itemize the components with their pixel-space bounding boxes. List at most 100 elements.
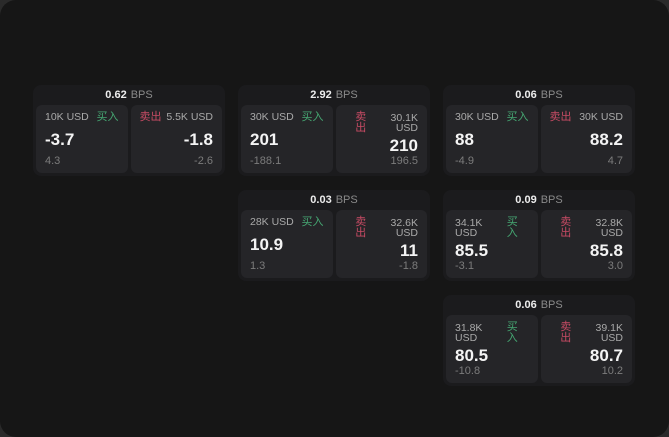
bps-unit-label: BPS	[540, 193, 563, 206]
buy-quote-panel[interactable]: 10K USD 买入 -3.7 4.3	[36, 105, 128, 173]
buy-panel-top: 31.8K USD 买入	[455, 322, 529, 344]
card-header: 0.62 BPS	[33, 85, 225, 105]
sell-sub-value: -2.6	[194, 155, 213, 167]
buy-side-label: 买入	[506, 216, 518, 239]
sell-notional: 30.1K USD	[390, 111, 418, 134]
card-header: 0.06 BPS	[443, 295, 635, 315]
card-body: 28K USD 买入 10.9 1.3 卖出 32.6K USD 11 -1.8	[238, 210, 430, 281]
sell-side-label: 卖出	[139, 111, 162, 123]
bps-value: 0.62	[105, 88, 127, 101]
sell-quote-panel[interactable]: 卖出 39.1K USD 80.7 10.2	[540, 315, 632, 383]
buy-quote-panel[interactable]: 31.8K USD 买入 80.5 -10.8	[446, 315, 538, 383]
sell-quote-panel[interactable]: 卖出 32.8K USD 85.8 3.0	[540, 210, 632, 278]
sell-notional: 32.6K USD	[390, 216, 418, 239]
sell-quote-panel[interactable]: 卖出 5.5K USD -1.8 -2.6	[130, 105, 222, 173]
buy-side-label: 买入	[96, 111, 119, 123]
buy-price: 88	[455, 130, 474, 149]
sell-notional: 30K USD	[579, 111, 623, 124]
buy-panel-top: 34.1K USD 买入	[455, 217, 529, 239]
bps-value: 0.06	[515, 298, 537, 311]
sell-quote-panel[interactable]: 卖出 32.6K USD 11 -1.8	[335, 210, 427, 278]
sell-sub-value: 3.0	[607, 260, 623, 272]
card-body: 30K USD 买入 88 -4.9 卖出 30K USD 88.2 4.7	[443, 105, 635, 176]
sell-side-label: 卖出	[355, 216, 367, 239]
sell-price: 11	[400, 240, 418, 260]
buy-quote-panel[interactable]: 30K USD 买入 88 -4.9	[446, 105, 538, 173]
buy-quote-panel[interactable]: 30K USD 买入 201 -188.1	[241, 105, 333, 173]
quote-card: 0.03 BPS 28K USD 买入 10.9 1.3 卖出 32.6K US…	[238, 190, 430, 281]
sell-panel-top: 卖出 32.6K USD	[345, 216, 418, 239]
buy-sub-value: 4.3	[45, 155, 61, 167]
sell-notional: 32.8K USD	[595, 216, 623, 239]
buy-quote-panel[interactable]: 28K USD 买入 10.9 1.3	[241, 210, 333, 278]
buy-quote-panel[interactable]: 34.1K USD 买入 85.5 -3.1	[446, 210, 538, 278]
sell-quote-panel[interactable]: 卖出 30.1K USD 210 196.5	[335, 105, 427, 173]
card-body: 30K USD 买入 201 -188.1 卖出 30.1K USD 210 1…	[238, 105, 430, 176]
buy-price: 10.9	[250, 235, 284, 254]
buy-panel-top: 10K USD 买入	[45, 112, 119, 123]
sell-panel-top: 卖出 30.1K USD	[345, 111, 418, 134]
buy-sub-value: -10.8	[455, 365, 481, 377]
buy-panel-top: 30K USD 买入	[250, 112, 324, 123]
buy-panel-top: 30K USD 买入	[455, 112, 529, 123]
card-body: 31.8K USD 买入 80.5 -10.8 卖出 39.1K USD 80.…	[443, 315, 635, 386]
sell-notional: 39.1K USD	[595, 321, 623, 344]
sell-price: 80.7	[589, 345, 623, 365]
sell-sub-value: -1.8	[399, 260, 418, 272]
buy-price: 85.5	[455, 240, 489, 260]
sell-side-label: 卖出	[355, 111, 367, 134]
buy-side-label: 买入	[301, 111, 324, 123]
bps-unit-label: BPS	[335, 88, 358, 101]
card-body: 10K USD 买入 -3.7 4.3 卖出 5.5K USD -1.8 -2.…	[33, 105, 225, 176]
buy-price: 201	[250, 130, 279, 149]
card-header: 0.06 BPS	[443, 85, 635, 105]
buy-notional: 31.8K USD	[455, 321, 483, 344]
bps-unit-label: BPS	[540, 88, 563, 101]
bps-unit-label: BPS	[540, 298, 563, 311]
buy-notional: 30K USD	[455, 111, 499, 124]
card-body: 34.1K USD 买入 85.5 -3.1 卖出 32.8K USD 85.8…	[443, 210, 635, 281]
sell-panel-top: 卖出 5.5K USD	[140, 112, 214, 123]
sell-panel-top: 卖出 32.8K USD	[550, 216, 623, 239]
sell-notional: 5.5K USD	[166, 111, 213, 124]
sell-side-label: 卖出	[560, 216, 572, 239]
buy-side-label: 买入	[506, 321, 518, 344]
sell-panel-top: 卖出 30K USD	[550, 112, 624, 123]
buy-price: 80.5	[455, 345, 489, 365]
quote-card: 0.06 BPS 30K USD 买入 88 -4.9 卖出 30K USD 8…	[443, 85, 635, 176]
bps-value: 0.03	[310, 193, 332, 206]
buy-sub-value: 1.3	[250, 260, 266, 272]
bps-value: 0.06	[515, 88, 537, 101]
sell-sub-value: 4.7	[607, 155, 623, 167]
buy-panel-top: 28K USD 买入	[250, 217, 324, 228]
sell-side-label: 卖出	[560, 321, 572, 344]
buy-price: -3.7	[45, 130, 75, 149]
bps-unit-label: BPS	[130, 88, 153, 101]
buy-notional: 30K USD	[250, 111, 294, 124]
buy-side-label: 买入	[301, 216, 324, 228]
quote-card: 0.09 BPS 34.1K USD 买入 85.5 -3.1 卖出 32.8K…	[443, 190, 635, 281]
quote-card: 0.62 BPS 10K USD 买入 -3.7 4.3 卖出 5.5K USD…	[33, 85, 225, 176]
card-header: 0.09 BPS	[443, 190, 635, 210]
card-header: 0.03 BPS	[238, 190, 430, 210]
buy-notional: 34.1K USD	[455, 216, 483, 239]
bps-value: 2.92	[310, 88, 332, 101]
sell-price: -1.8	[183, 130, 213, 149]
sell-side-label: 卖出	[549, 111, 572, 123]
quote-card: 2.92 BPS 30K USD 买入 201 -188.1 卖出 30.1K …	[238, 85, 430, 176]
sell-price: 88.2	[589, 130, 623, 149]
bps-value: 0.09	[515, 193, 537, 206]
sell-sub-value: 196.5	[390, 155, 418, 167]
buy-notional: 10K USD	[45, 111, 89, 124]
sell-price: 85.8	[589, 240, 623, 260]
sell-quote-panel[interactable]: 卖出 30K USD 88.2 4.7	[540, 105, 632, 173]
buy-notional: 28K USD	[250, 216, 294, 229]
buy-sub-value: -3.1	[455, 260, 474, 272]
card-header: 2.92 BPS	[238, 85, 430, 105]
bps-unit-label: BPS	[335, 193, 358, 206]
buy-sub-value: -188.1	[250, 155, 282, 167]
buy-sub-value: -4.9	[455, 155, 474, 167]
sell-price: 210	[389, 135, 418, 155]
buy-side-label: 买入	[506, 111, 529, 123]
